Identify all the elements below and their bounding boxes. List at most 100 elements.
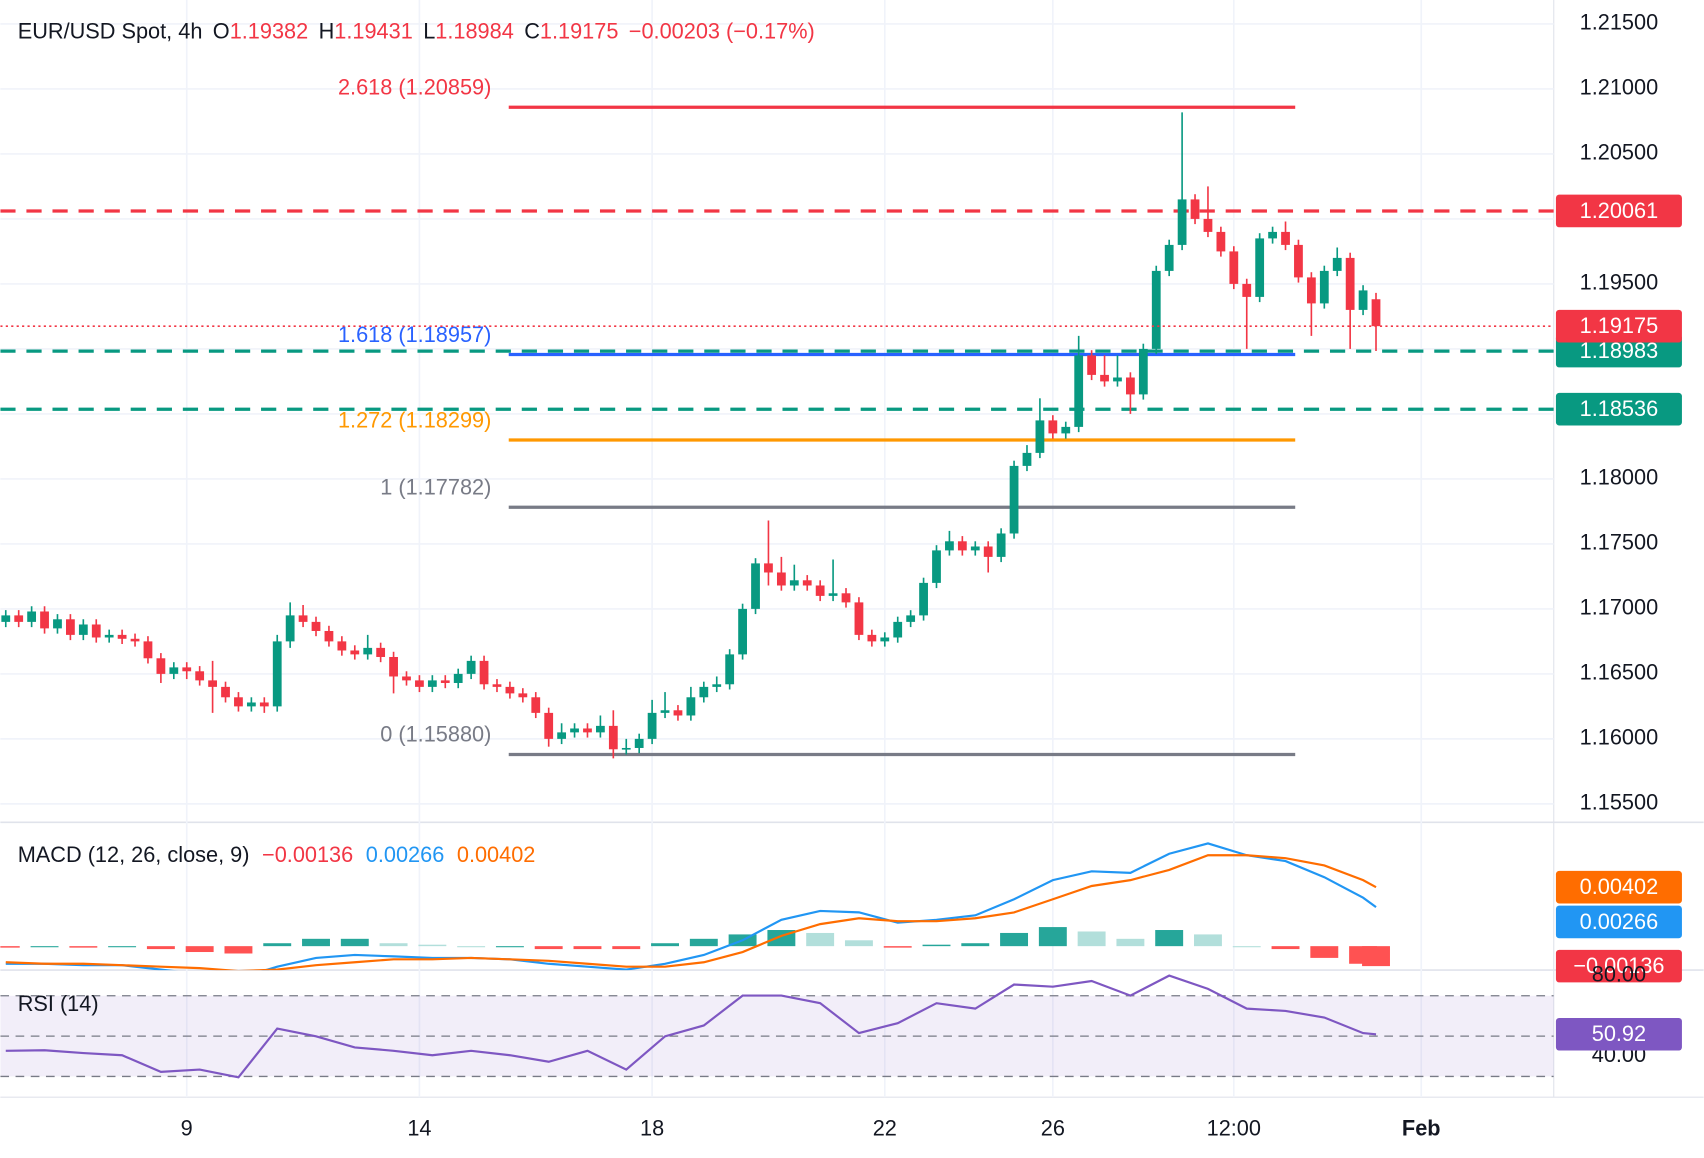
candle-body	[945, 541, 954, 551]
candle-body	[182, 667, 192, 672]
macd-histogram-bar	[883, 946, 912, 948]
candle-body	[337, 641, 347, 651]
x-tick-label: 9	[181, 1115, 193, 1140]
y-tick-label: 1.21000	[1580, 75, 1659, 100]
macd-histogram-bar	[224, 946, 253, 954]
macd-histogram-bar	[340, 938, 369, 947]
high-label: H	[319, 18, 335, 43]
candle-body	[841, 593, 851, 603]
macd-axis-box	[1555, 949, 1682, 983]
y-tick-label: 1.17000	[1580, 595, 1659, 620]
candle-body	[311, 621, 321, 631]
candle-body	[492, 684, 502, 687]
close-value: 1.19175	[540, 18, 619, 43]
candle-body	[854, 602, 864, 635]
x-tick-label: 14	[407, 1115, 431, 1140]
candle-body	[466, 660, 476, 674]
candle-body	[802, 580, 812, 586]
candle-body	[479, 660, 489, 685]
macd-histogram-bar	[185, 946, 214, 953]
candle-body	[518, 693, 528, 698]
candle-body	[117, 634, 127, 639]
macd-histogram-bar	[30, 946, 59, 948]
candle-body	[647, 712, 657, 739]
candle-body	[1294, 244, 1303, 278]
candle-body	[1345, 257, 1355, 310]
candle-body	[1332, 257, 1342, 271]
macd-histogram-bar	[457, 946, 486, 948]
macd-histogram-bar	[1193, 934, 1222, 947]
candle-body	[789, 580, 799, 586]
y-tick-label: 1.21500	[1580, 10, 1659, 35]
candle-body	[531, 697, 541, 713]
close-label: C	[524, 18, 540, 43]
candle-body	[1358, 290, 1368, 310]
macd-histogram-bar	[1232, 946, 1261, 948]
x-tick-label: 18	[640, 1115, 664, 1140]
macd-histogram-bar	[844, 940, 873, 947]
macd-hist-value: −0.00136	[262, 842, 353, 867]
candle-body	[53, 619, 62, 629]
level-box	[1555, 392, 1682, 426]
candle-body	[272, 641, 282, 707]
y-tick-label: 1.16000	[1580, 725, 1659, 750]
candle-body	[259, 702, 269, 707]
macd-axis-label: −0.00136	[1573, 953, 1664, 978]
macd-histogram-bar	[573, 946, 602, 950]
macd-histogram-bar	[302, 938, 330, 947]
candle-body	[660, 710, 670, 713]
macd-histogram-bar	[418, 944, 447, 947]
candle-body	[195, 671, 205, 681]
candle-body	[776, 572, 786, 586]
macd-histogram-bar	[69, 946, 98, 948]
candle-body	[169, 667, 179, 674]
candle-body	[1371, 299, 1381, 327]
candle-body	[686, 697, 696, 716]
candle-body	[725, 654, 735, 685]
candle-body	[867, 634, 877, 642]
candle-body	[893, 621, 903, 638]
macd-histogram-bar	[495, 946, 524, 948]
y-tick-label: 1.18000	[1580, 465, 1659, 490]
candle-body	[1, 615, 11, 622]
y-tick-label: 1.16500	[1580, 660, 1659, 685]
level-label: 1.20061	[1580, 198, 1659, 223]
candle-body	[1190, 199, 1200, 219]
candle-body	[634, 738, 644, 748]
macd-histogram-bar	[1310, 946, 1339, 958]
macd-header: MACD (12, 26, close, 9) −0.00136 0.00266…	[18, 842, 536, 867]
level-label: 1.18536	[1580, 396, 1659, 421]
candle-body	[557, 732, 567, 739]
candle-body	[1100, 374, 1109, 382]
level-box	[1555, 334, 1682, 368]
candle-body	[40, 611, 49, 629]
candle-body	[505, 686, 515, 694]
candle-body	[1035, 420, 1045, 453]
candle-body	[596, 725, 605, 733]
macd-axis-box	[1555, 905, 1682, 939]
macd-axis-label: 0.00266	[1580, 909, 1659, 934]
candle-body	[1074, 355, 1084, 427]
macd-histogram-bar	[0, 946, 20, 948]
candle-body	[389, 656, 398, 677]
candle-body	[932, 550, 941, 583]
candle-body	[1061, 426, 1071, 434]
price-panel: 2.618 (1.20859)1.618 (1.18957)1.272 (1.1…	[0, 75, 1554, 759]
macd-histogram-bar	[146, 946, 175, 950]
macd-line	[5, 842, 1377, 971]
candle-body	[751, 563, 760, 609]
candle-body	[699, 686, 709, 698]
candle-body	[298, 615, 308, 622]
y-tick-label: 1.15500	[1580, 790, 1659, 815]
rsi-title: RSI (14)	[18, 991, 99, 1016]
macd-histogram-bar	[1077, 931, 1106, 947]
candle-body	[1203, 218, 1213, 232]
grid	[0, 0, 1554, 1098]
rsi-line	[5, 974, 1377, 1079]
candle-body	[130, 638, 140, 642]
candle-body	[1319, 270, 1329, 304]
macd-axis-box	[1555, 870, 1682, 904]
candle-body	[104, 634, 114, 638]
